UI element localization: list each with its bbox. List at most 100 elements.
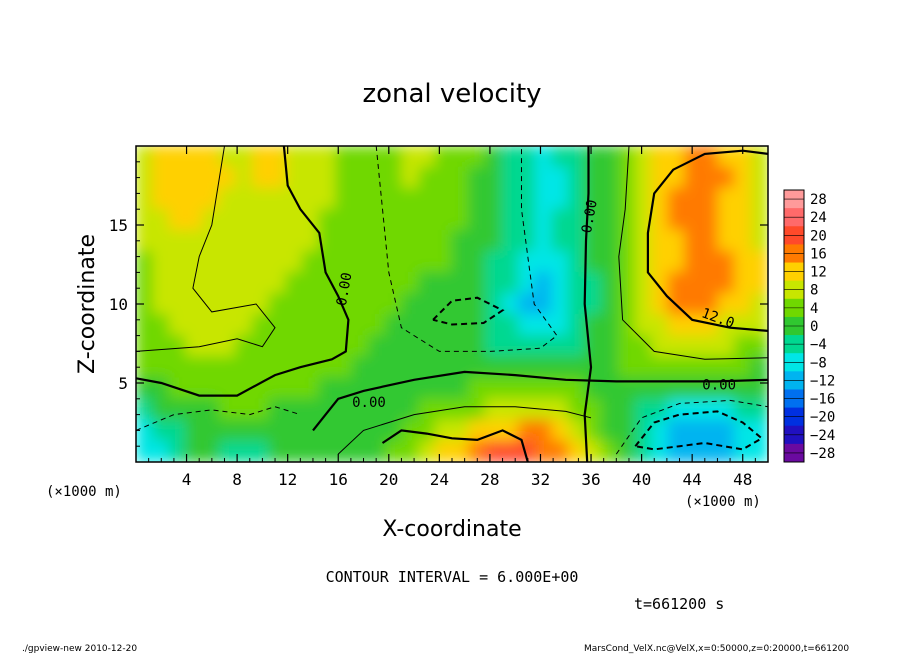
heatmap-cell: [734, 292, 752, 316]
heatmap-cell: [468, 440, 486, 462]
heatmap-cell: [750, 229, 768, 252]
contour-line: [136, 146, 276, 352]
chart-title: zonal velocity: [362, 79, 541, 109]
heatmap-cell: [285, 335, 303, 358]
heatmap-cell: [351, 440, 370, 462]
heatmap-cell: [168, 271, 187, 294]
heatmap-cell: [518, 292, 536, 316]
heatmap-cell: [318, 229, 337, 252]
heatmap-cell: [418, 271, 436, 294]
heatmap-cell: [518, 229, 536, 252]
heatmap-cell: [551, 146, 569, 168]
heatmap-cell: [168, 292, 187, 316]
heatmap-cell: [717, 440, 736, 462]
heatmap-cell: [484, 166, 503, 189]
colorbar-label: 16: [810, 246, 827, 262]
heatmap-cell: [451, 356, 470, 379]
heatmap-cell: [651, 398, 669, 421]
x-tick-label: 32: [531, 470, 550, 489]
heatmap-cell: [152, 292, 170, 316]
heatmap-cell: [634, 166, 653, 189]
heatmap-cell: [152, 335, 170, 358]
colorbar-label: 4: [810, 301, 818, 317]
heatmap-cell: [152, 166, 170, 189]
heatmap-cell: [734, 335, 752, 358]
heatmap-cell: [401, 146, 420, 168]
heatmap-cell: [750, 314, 768, 337]
heatmap-cell: [301, 335, 320, 358]
heatmap-cell: [617, 271, 636, 294]
heatmap-cell: [567, 314, 586, 337]
heatmap-cell: [634, 377, 653, 400]
heatmap-cell: [351, 250, 370, 273]
colorbar-label: −8: [810, 355, 827, 371]
heatmap-cell: [152, 208, 170, 231]
y-tick-label: 5: [118, 374, 128, 393]
heatmap-cell: [534, 229, 553, 252]
heatmap-cell: [335, 314, 353, 337]
heatmap-cell: [617, 377, 636, 400]
heatmap-cell: [617, 419, 636, 442]
footer-left: ./gpview-new 2010-12-20: [22, 644, 137, 654]
heatmap-cell: [717, 356, 736, 379]
heatmap-cell: [518, 356, 536, 379]
heatmap-cell: [318, 146, 337, 168]
heatmap-cell: [651, 166, 669, 189]
heatmap-cell: [285, 229, 303, 252]
colorbar-label: −24: [810, 428, 835, 444]
heatmap-cell: [684, 229, 702, 252]
x-axis-ticks: 4 8 12 16 20 24 28 32 36 40 44 48: [148, 146, 756, 489]
heatmap-cell: [152, 271, 170, 294]
heatmap-cell: [335, 271, 353, 294]
heatmap-cell: [518, 398, 536, 421]
heatmap-cell: [484, 208, 503, 231]
heatmap-cell: [268, 335, 287, 358]
heatmap-cell: [285, 166, 303, 189]
heatmap-cell: [368, 250, 386, 273]
heatmap-cell: [667, 208, 686, 231]
heatmap-cell: [651, 440, 669, 462]
heatmap-cell: [235, 187, 253, 210]
heatmap-cell: [684, 419, 702, 442]
heatmap-cell: [534, 292, 553, 316]
heatmap-cell: [700, 146, 719, 168]
heatmap-cell: [667, 377, 686, 400]
heatmap-cell: [301, 292, 320, 316]
heatmap-cell: [534, 187, 553, 210]
heatmap-cell: [318, 335, 337, 358]
contour-line: [381, 429, 529, 462]
heatmap-cell: [651, 271, 669, 294]
x-tick-label: 44: [683, 470, 702, 489]
heatmap-cell: [501, 229, 520, 252]
heatmap-cell: [202, 271, 220, 294]
heatmap-cell: [584, 250, 603, 273]
heatmap-cell: [734, 377, 752, 400]
heatmap-cell: [301, 208, 320, 231]
heatmap-cell: [301, 398, 320, 421]
heatmap-cell: [335, 440, 353, 462]
colorbar-label: −16: [810, 392, 835, 408]
contour-line: [337, 406, 592, 455]
heatmap-cell: [750, 146, 768, 168]
heatmap-cell: [384, 229, 403, 252]
heatmap-cell: [667, 398, 686, 421]
heatmap-cell: [484, 440, 503, 462]
contour-line: [583, 146, 593, 462]
heatmap-cell: [601, 292, 619, 316]
heatmap-cell: [351, 314, 370, 337]
heatmap-cell: [268, 271, 287, 294]
heatmap-cell: [501, 335, 520, 358]
heatmap-cell: [700, 187, 719, 210]
heatmap-cell: [700, 398, 719, 421]
heatmap-cell: [567, 398, 586, 421]
heatmap-cell: [335, 187, 353, 210]
heatmap-cell: [368, 356, 386, 379]
heatmap-cell: [434, 229, 453, 252]
heatmap-cell: [384, 250, 403, 273]
heatmap-cell: [384, 146, 403, 168]
heatmap-cell: [202, 356, 220, 379]
heatmap-cell: [750, 292, 768, 316]
heatmap-cell: [717, 292, 736, 316]
